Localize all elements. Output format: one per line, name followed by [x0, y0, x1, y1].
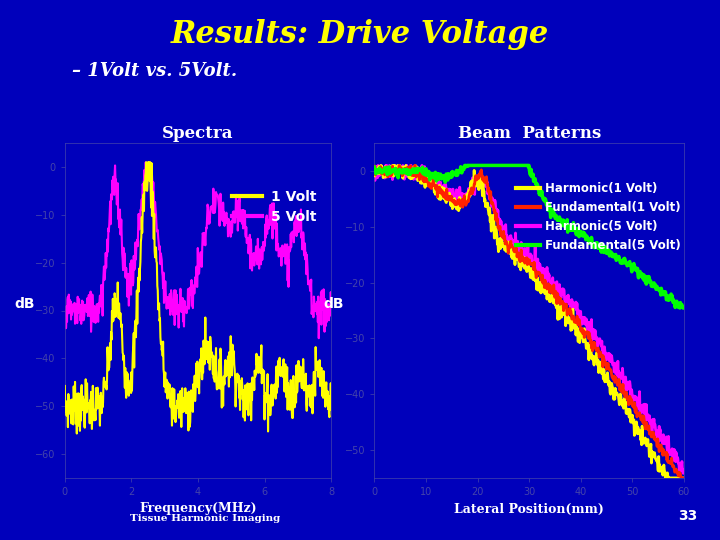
- Title: Beam  Patterns: Beam Patterns: [458, 125, 600, 141]
- X-axis label: Lateral Position(mm): Lateral Position(mm): [454, 503, 604, 516]
- Y-axis label: dB: dB: [323, 296, 344, 310]
- Text: – 1Volt vs. 5Volt.: – 1Volt vs. 5Volt.: [72, 62, 237, 80]
- Title: Spectra: Spectra: [162, 125, 234, 141]
- Text: Tissue Harmonic Imaging: Tissue Harmonic Imaging: [130, 514, 280, 523]
- Legend: 1 Volt, 5 Volt: 1 Volt, 5 Volt: [232, 190, 316, 224]
- Legend: Harmonic(1 Volt), Fundamental(1 Volt), Harmonic(5 Volt), Fundamental(5 Volt): Harmonic(1 Volt), Fundamental(1 Volt), H…: [516, 183, 681, 252]
- Text: Results: Drive Voltage: Results: Drive Voltage: [171, 19, 549, 50]
- Text: 33: 33: [678, 509, 697, 523]
- X-axis label: Frequency(MHz): Frequency(MHz): [139, 503, 257, 516]
- Y-axis label: dB: dB: [14, 296, 35, 310]
